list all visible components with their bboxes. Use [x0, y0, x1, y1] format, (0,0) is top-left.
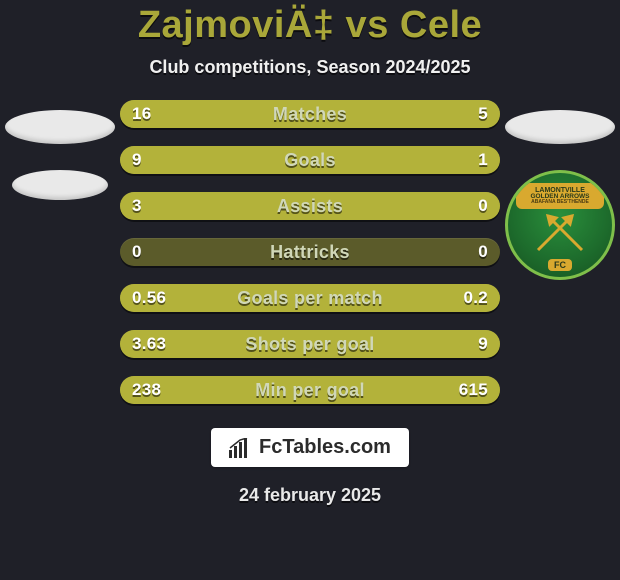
stat-row: 0.560.2Goals per match: [120, 284, 500, 312]
stat-label: Assists: [120, 192, 500, 220]
stat-row: 91Goals: [120, 146, 500, 174]
brand-badge: FcTables.com: [211, 428, 409, 467]
stat-row: 238615Min per goal: [120, 376, 500, 404]
chart-icon: [229, 438, 251, 458]
stat-row: 165Matches: [120, 100, 500, 128]
stat-row: 00Hattricks: [120, 238, 500, 266]
stat-label: Shots per goal: [120, 330, 500, 358]
left-team-badges: [0, 110, 120, 200]
crest-text-sub: ABAFANA BES'THENDE: [531, 200, 589, 205]
crest-banner: LAMONTVILLE GOLDEN ARROWS ABAFANA BES'TH…: [516, 183, 604, 209]
stat-row: 3.639Shots per goal: [120, 330, 500, 358]
stats-list: 165Matches 91Goals 30Assists 00Hattricks 0.5…: [120, 100, 500, 404]
page-title: ZajmoviÄ‡ vs Cele: [138, 4, 482, 47]
stat-label: Hattricks: [120, 238, 500, 266]
stat-label: Goals: [120, 146, 500, 174]
crest-fc-label: FC: [548, 259, 572, 271]
stat-row: 30Assists: [120, 192, 500, 220]
left-team-oval-2: [12, 170, 108, 200]
right-team-crest: LAMONTVILLE GOLDEN ARROWS ABAFANA BES'TH…: [505, 170, 615, 280]
infographic-container: ZajmoviÄ‡ vs Cele Club competitions, Sea…: [0, 0, 620, 580]
stat-label: Min per goal: [120, 376, 500, 404]
stat-label: Goals per match: [120, 284, 500, 312]
crest-arrows-icon: [530, 208, 590, 258]
left-team-oval-1: [5, 110, 115, 144]
right-team-oval: [505, 110, 615, 144]
stat-label: Matches: [120, 100, 500, 128]
date-label: 24 february 2025: [239, 485, 381, 506]
right-team-badges: LAMONTVILLE GOLDEN ARROWS ABAFANA BES'TH…: [500, 110, 620, 280]
brand-text: FcTables.com: [259, 436, 391, 459]
page-subtitle: Club competitions, Season 2024/2025: [149, 57, 470, 78]
